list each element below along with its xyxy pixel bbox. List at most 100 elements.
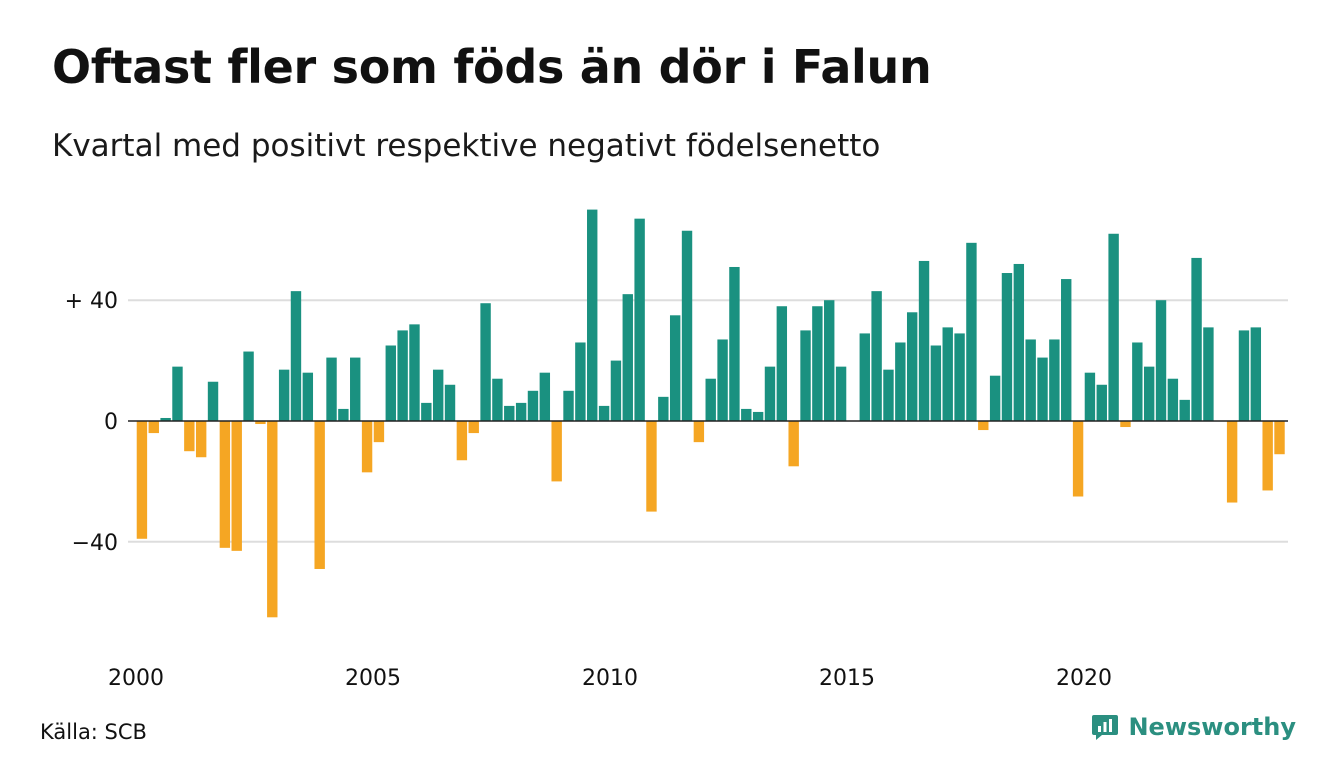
bar-positive xyxy=(243,351,254,421)
bar-positive xyxy=(1203,327,1214,421)
bar-positive xyxy=(1013,263,1025,421)
brand-name: Newsworthy xyxy=(1128,713,1296,741)
bars xyxy=(136,209,1285,618)
bar-positive xyxy=(835,366,847,421)
bar-positive xyxy=(492,378,503,421)
bar-positive xyxy=(776,306,788,421)
chart-subtitle: Kvartal med positivt respektive negativt… xyxy=(52,128,881,164)
bar-positive xyxy=(326,357,337,421)
bar-negative xyxy=(231,421,242,551)
bar-negative xyxy=(1072,421,1084,497)
brand-logo: Newsworthy xyxy=(1090,712,1296,742)
y-tick-label: −40 xyxy=(72,531,118,556)
x-tick-label: 2005 xyxy=(345,666,401,691)
bar-positive xyxy=(1001,273,1013,421)
bar-positive xyxy=(1155,300,1167,421)
bar-positive xyxy=(705,378,716,421)
bar-positive xyxy=(587,209,598,421)
bar-positive xyxy=(172,366,183,421)
bar-negative xyxy=(1120,421,1131,428)
bar-positive xyxy=(515,402,527,421)
bar-positive xyxy=(741,408,752,421)
bar-positive xyxy=(290,291,302,421)
bar-positive xyxy=(883,369,894,421)
bar-negative xyxy=(219,421,231,548)
bar-positive xyxy=(824,300,835,421)
x-tick-label: 2000 xyxy=(108,666,164,691)
bar-positive xyxy=(859,333,870,421)
axes: + 40 0 −40 2000 2005 2010 2015 2020 xyxy=(65,289,1288,691)
x-tick-label: 2010 xyxy=(582,666,638,691)
bar-negative xyxy=(1274,421,1285,455)
bar-positive xyxy=(385,345,396,421)
bar-positive xyxy=(989,375,1001,421)
bar-negative xyxy=(255,421,266,425)
bar-positive xyxy=(1084,372,1096,421)
bar-positive xyxy=(906,312,918,421)
bar-positive xyxy=(160,417,171,421)
bar-positive xyxy=(527,390,539,421)
bar-positive xyxy=(1049,339,1060,421)
bar-positive xyxy=(598,405,610,421)
bar-negative xyxy=(373,421,385,443)
bar-positive xyxy=(1132,342,1143,421)
bar-positive xyxy=(480,303,491,421)
bar-positive xyxy=(350,357,361,421)
bar-positive xyxy=(1191,257,1202,421)
bar-positive xyxy=(1179,399,1190,421)
bar-positive xyxy=(658,396,669,421)
bar-positive xyxy=(1096,384,1107,421)
bar-negative xyxy=(1226,421,1238,503)
bar-positive xyxy=(1238,330,1250,421)
bar-positive xyxy=(1061,279,1072,421)
bar-negative xyxy=(693,421,705,443)
newsworthy-logo-icon xyxy=(1092,715,1119,740)
bar-positive xyxy=(338,408,349,421)
bar-negative xyxy=(148,421,159,434)
bar-chart: + 40 0 −40 2000 2005 2010 2015 2020 xyxy=(65,209,1288,691)
bar-positive xyxy=(539,372,551,421)
bar-positive xyxy=(278,369,290,421)
bar-positive xyxy=(575,342,586,421)
bar-negative xyxy=(788,421,799,467)
bar-positive xyxy=(634,218,645,421)
bar-positive xyxy=(1167,378,1179,421)
bar-positive xyxy=(918,260,930,421)
bar-positive xyxy=(895,342,906,421)
bar-positive xyxy=(397,330,408,421)
bar-negative xyxy=(195,421,207,458)
bar-positive xyxy=(764,366,776,421)
bar-positive xyxy=(302,372,314,421)
bar-positive xyxy=(1108,233,1119,421)
bar-positive xyxy=(444,384,456,421)
bar-positive xyxy=(717,339,728,421)
bar-positive xyxy=(930,345,942,421)
bar-positive xyxy=(610,360,622,421)
bar-positive xyxy=(942,327,953,421)
bar-positive xyxy=(432,369,444,421)
bar-positive xyxy=(1143,366,1155,421)
bar-negative xyxy=(314,421,325,569)
bar-negative xyxy=(456,421,468,461)
bar-positive xyxy=(1250,327,1262,421)
bar-positive xyxy=(622,294,633,421)
bar-positive xyxy=(1037,357,1048,421)
bar-positive xyxy=(681,230,693,421)
source-label: Källa: SCB xyxy=(40,720,147,744)
bar-negative xyxy=(361,421,373,473)
bar-positive xyxy=(954,333,965,421)
bar-negative xyxy=(551,421,562,482)
y-tick-label: 0 xyxy=(104,410,118,435)
bar-positive xyxy=(504,405,515,421)
bar-positive xyxy=(800,330,811,421)
bar-positive xyxy=(563,390,574,421)
bar-negative xyxy=(1262,421,1273,491)
bar-negative xyxy=(978,421,989,431)
x-tick-label: 2020 xyxy=(1056,666,1112,691)
bar-negative xyxy=(267,421,278,618)
bar-positive xyxy=(966,242,977,421)
bar-positive xyxy=(421,402,432,421)
bar-positive xyxy=(752,411,764,421)
bar-negative xyxy=(136,421,148,539)
chart-title: Oftast fler som föds än dör i Falun xyxy=(52,40,932,94)
